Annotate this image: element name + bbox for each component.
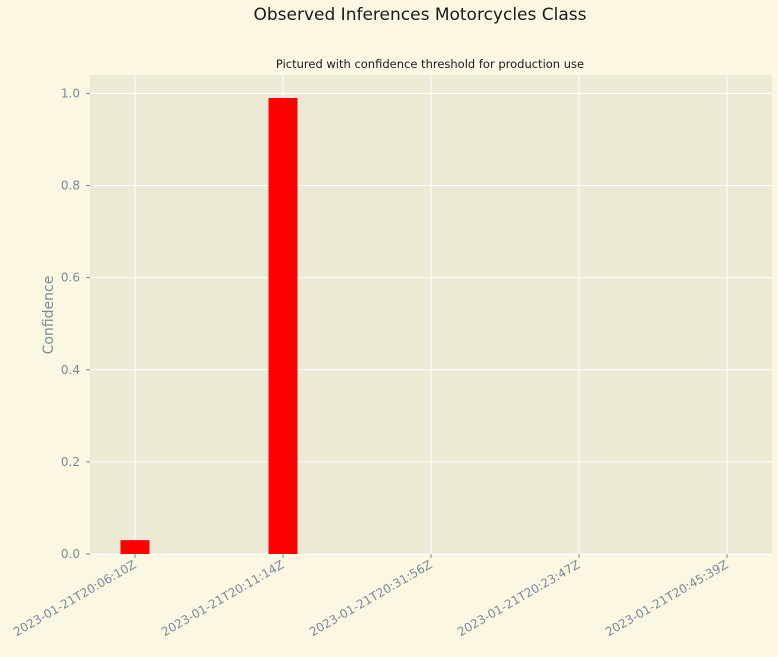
x-tick-labels: 2023-01-21T20:06:10Z 2023-01-21T20:11:14Z… [11,554,731,639]
y-tick-label: 0.4 [61,363,80,377]
y-tick-labels: 0.0 0.2 0.4 0.6 0.8 1.0 [61,86,90,561]
y-tick-label: 0.8 [61,179,80,193]
chart-subtitle: Pictured with confidence threshold for p… [276,57,584,71]
x-tick-label: 2023-01-21T20:45:39Z [603,557,731,639]
y-tick-label: 0.2 [61,455,80,469]
bars [120,98,298,555]
chart-title: Observed Inferences Motorcycles Class [253,5,586,25]
x-tick-label: 2023-01-21T20:06:10Z [11,557,139,639]
y-tick-label: 1.0 [61,86,80,100]
y-tick-label: 0.6 [61,271,80,285]
bar [120,540,150,554]
x-tick-label: 2023-01-21T20:11:14Z [159,557,287,639]
x-tick-label: 2023-01-21T20:23:47Z [455,557,583,639]
x-tick-label: 2023-01-21T20:31:56Z [307,557,435,639]
y-tick-label: 0.0 [61,547,80,561]
bar [268,98,298,555]
y-axis-label: Confidence [41,276,57,355]
